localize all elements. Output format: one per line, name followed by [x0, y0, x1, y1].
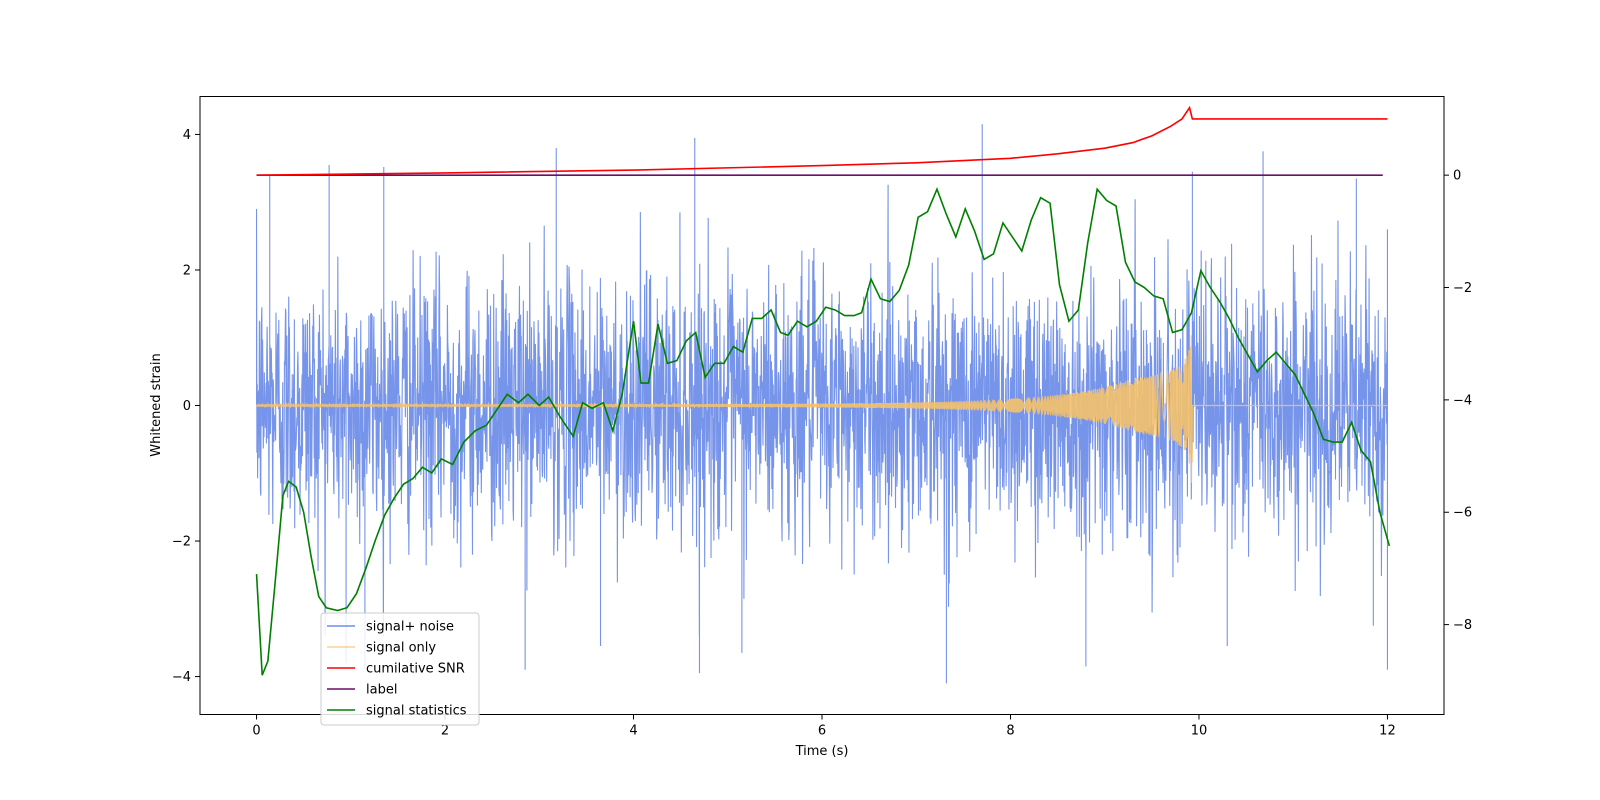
x-tick-label: 10 [1191, 724, 1208, 739]
y2-tick-label: −4 [1453, 393, 1472, 408]
y2-tick-label: −2 [1453, 281, 1472, 296]
plot-area [255, 105, 1391, 684]
x-tick-label: 8 [1006, 724, 1014, 739]
y-tick-label: 2 [183, 263, 191, 278]
legend-label: signal statistics [366, 704, 467, 719]
legend: signal+ noise signal only cumilative SNR la… [320, 612, 480, 726]
legend-label: signal+ noise [366, 620, 454, 635]
x-tick-label: 12 [1379, 724, 1396, 739]
y2-tick-label: −8 [1453, 618, 1472, 633]
legend-label: label [366, 683, 397, 698]
y2-tick-label: −6 [1453, 506, 1472, 521]
y-tick-label: 0 [183, 399, 191, 414]
legend-box [320, 612, 480, 726]
plot-series-group [255, 105, 1391, 684]
y-tick-label: 4 [183, 128, 191, 143]
x-axis-label: Time (s) [795, 744, 849, 759]
x-tick-label: 0 [252, 724, 260, 739]
y-axis-left: −4 −2 0 2 4 [172, 128, 200, 685]
y-axis-label: Whitened strain [149, 353, 164, 456]
series-cumulative-snr [256, 105, 1388, 176]
y-tick-label: −4 [172, 670, 191, 685]
y2-tick-label: 0 [1453, 169, 1461, 184]
x-tick-label: 4 [629, 724, 637, 739]
series-signal-statistics [255, 187, 1391, 676]
y-tick-label: −2 [172, 535, 191, 550]
y-axis-right: −8 −6 −4 −2 0 [1444, 169, 1472, 633]
x-axis: 0 2 4 6 8 10 12 [252, 714, 1396, 739]
series-signal-noise [256, 124, 1388, 684]
series-signal-only [255, 335, 1388, 483]
legend-label: signal only [366, 641, 436, 656]
legend-label: cumilative SNR [366, 662, 465, 677]
x-tick-label: 2 [441, 724, 449, 739]
x-tick-label: 6 [818, 724, 826, 739]
